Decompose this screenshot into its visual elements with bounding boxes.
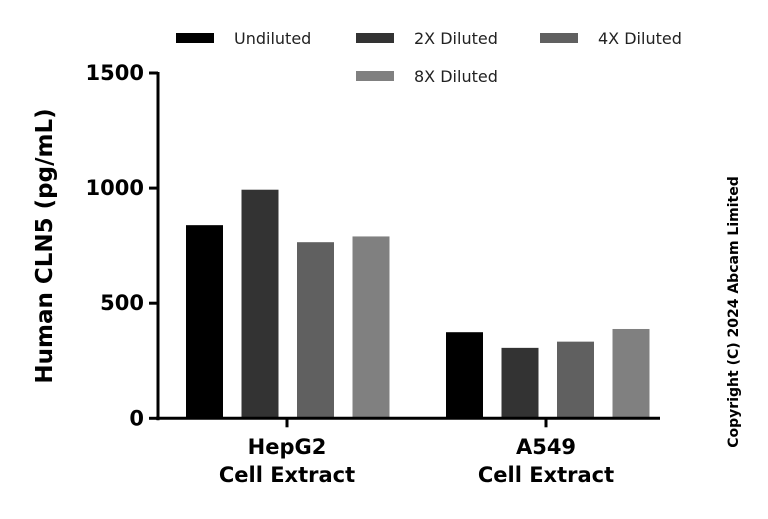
legend-swatch [356, 33, 394, 43]
legend-label: Undiluted [234, 29, 311, 48]
legend-label: 8X Diluted [414, 67, 498, 86]
legend-swatch [540, 33, 578, 43]
legend-swatch [356, 71, 394, 81]
bar [612, 328, 650, 419]
legend-swatch [176, 33, 214, 43]
bar [297, 242, 334, 419]
y-tick-label: 500 [100, 291, 144, 315]
bar [446, 332, 483, 419]
y-tick-label: 1500 [86, 61, 144, 85]
bar [241, 189, 279, 419]
x-tick-label: Cell Extract [478, 463, 614, 487]
copyright-text: Copyright (C) 2024 Abcam Limited [726, 176, 742, 447]
x-tick-label: Cell Extract [219, 463, 355, 487]
y-axis-label: Human CLN5 (pg/mL) [32, 108, 58, 383]
x-tick-label: A549 [516, 435, 576, 459]
x-tick-label: HepG2 [248, 435, 327, 459]
y-tick-label: 0 [129, 406, 144, 430]
bars [186, 189, 650, 419]
bar [501, 347, 539, 419]
legend-label: 2X Diluted [414, 29, 498, 48]
legend-label: 4X Diluted [598, 29, 682, 48]
bar [186, 225, 223, 419]
y-tick-label: 1000 [86, 176, 144, 200]
legend: Undiluted 2X Diluted 4X Diluted 8X Diluted [176, 29, 682, 86]
bar [557, 341, 594, 419]
axes: 0 500 1000 1500 HepG2 Cell Extract A549 Cell Ex… [86, 61, 660, 487]
bar [352, 236, 390, 419]
